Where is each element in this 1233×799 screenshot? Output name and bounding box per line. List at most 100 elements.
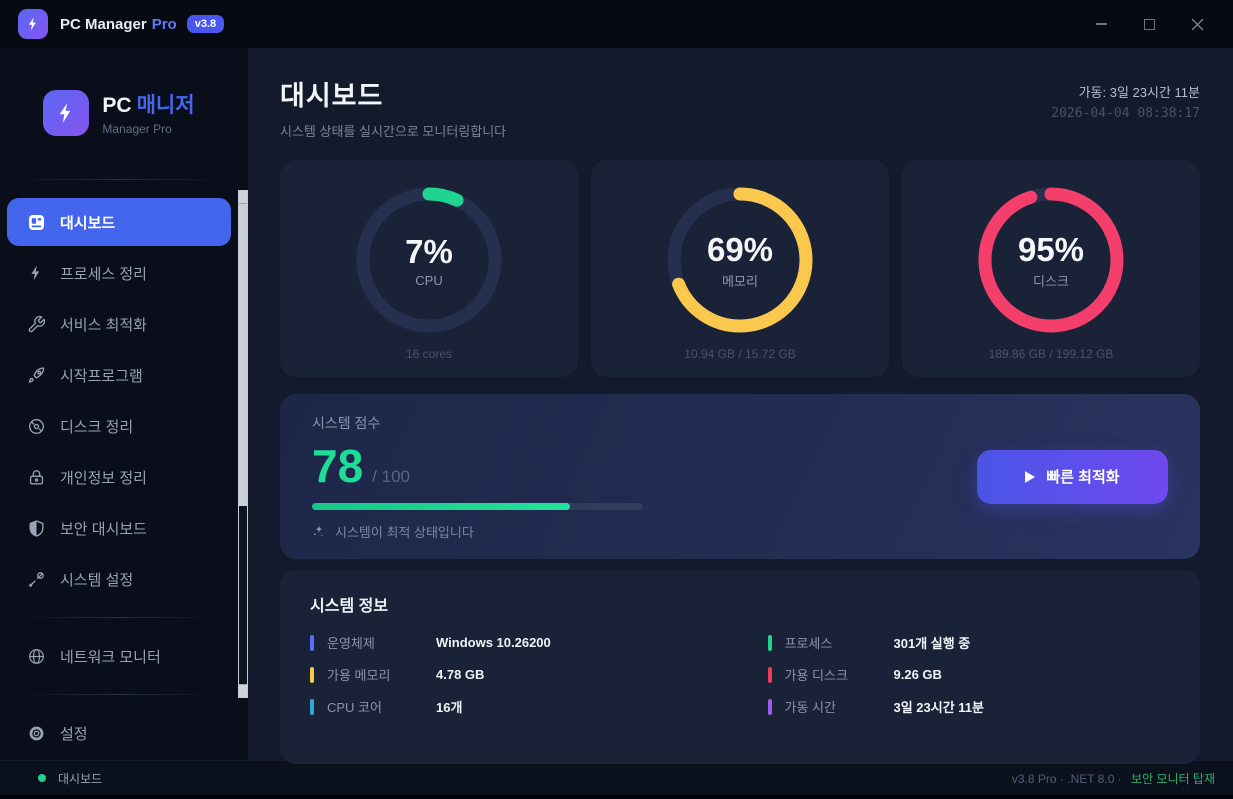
score-number-row: 78 / 100 <box>312 443 643 489</box>
info-row-uptime: 가동 시간 3일 23시간 11분 <box>767 697 1171 716</box>
info-color-bar <box>310 634 314 651</box>
status-version-info: v3.8 Pro · .NET 8.0 · <box>1011 771 1122 786</box>
gauge-card-memory: 69% 메모리 10.94 GB / 15.72 GB <box>591 160 889 377</box>
app-title: PC Manager Pro <box>60 16 177 33</box>
sidebar-item-service-optimize[interactable]: 서비스 최적화 <box>7 300 231 348</box>
sparkle-icon <box>314 525 323 536</box>
maximize-button[interactable] <box>1141 16 1157 32</box>
gauge-card-disk: 95% 디스크 189.86 GB / 199.12 GB <box>902 160 1200 377</box>
minimize-button[interactable] <box>1093 16 1109 32</box>
sidebar-item-security-dashboard[interactable]: 보안 대시보드 <box>7 504 231 552</box>
sidebar: PC 매니저 Manager Pro 대시보드 프로세스 정리 서비스 최적화 시… <box>0 48 238 760</box>
info-value: 9.26 GB <box>893 667 942 682</box>
gauge-disk: 95% 디스크 <box>977 186 1125 334</box>
status-security-note: 보안 모니터 탑재 <box>1131 771 1215 786</box>
gauge-label-disk: 디스크 <box>1033 273 1069 289</box>
gauge-memory: 69% 메모리 <box>666 186 814 334</box>
info-label: 프로세스 <box>784 636 833 651</box>
sidebar-item-label: 보안 대시보드 <box>60 520 147 538</box>
info-color-bar <box>767 666 772 683</box>
info-label: 운영체제 <box>327 636 375 651</box>
info-row-process: 프로세스 301개 실행 중 <box>767 633 1171 652</box>
scrollbar-up-button[interactable] <box>239 191 247 204</box>
info-color-bar <box>310 698 314 715</box>
close-button[interactable] <box>1189 16 1205 32</box>
sidebar-item-label: 설정 <box>60 725 88 743</box>
system-info-grid: 운영체제 Windows 10.26200 가용 메모리 4.78 GB CPU… <box>310 633 1170 716</box>
sidebar-menu: 대시보드 프로세스 정리 서비스 최적화 시작프로그램 디스크 정리 개인정보 … <box>0 194 238 760</box>
gauge-label-memory: 메모리 <box>722 273 758 289</box>
logo-title-main: PC <box>102 94 132 118</box>
play-icon <box>1025 470 1036 483</box>
wrench-icon <box>26 314 46 334</box>
sidebar-logo-text: PC 매니저 Manager Pro <box>102 89 194 136</box>
sidebar-item-label: 대시보드 <box>60 214 116 232</box>
score-label: 시스템 점수 <box>312 414 381 431</box>
shield-icon <box>26 518 46 538</box>
sidebar-item-label: 네트워크 모니터 <box>60 648 161 666</box>
app-title-edition: Pro <box>151 15 177 33</box>
system-info-title: 시스템 정보 <box>310 598 389 615</box>
sidebar-item-label: 프로세스 정리 <box>60 265 147 283</box>
sidebar-item-dashboard[interactable]: 대시보드 <box>7 198 231 246</box>
sidebar-item-network-monitor[interactable]: 네트워크 모니터 <box>7 632 231 680</box>
minimize-icon <box>1095 23 1107 25</box>
main-content: 대시보드 시스템 상태를 실시간으로 모니터링합니다 가동: 3일 23시간 1… <box>248 48 1233 764</box>
sidebar-item-label: 서비스 최적화 <box>60 316 147 334</box>
status-bar: 대시보드 v3.8 Pro · .NET 8.0 · 보안 모니터 탑재 <box>0 760 1233 795</box>
gauge-value-cpu: 7% <box>405 232 453 270</box>
scrollbar-down-button[interactable] <box>239 684 247 697</box>
window-bottom-edge <box>0 795 1233 799</box>
system-score-card: 시스템 점수 78 / 100 시스템이 최적 상태입니다 빠른 <box>280 394 1200 559</box>
gauge-detail-cpu: 16 cores <box>405 347 453 361</box>
sidebar-scrollbar[interactable] <box>238 190 248 698</box>
scrollbar-thumb[interactable] <box>239 204 247 506</box>
version-badge: v3.8 <box>186 15 225 33</box>
info-label: CPU 코어 <box>327 700 382 715</box>
timestamp-text: 2026-04-04 08:38:17 <box>1051 106 1200 121</box>
sidebar-item-privacy-clean[interactable]: 개인정보 정리 <box>7 453 231 501</box>
info-value: 16개 <box>436 700 463 715</box>
info-row-os: 운영체제 Windows 10.26200 <box>310 633 713 652</box>
gauge-ring-memory <box>667 187 813 333</box>
sidebar-divider <box>21 617 217 618</box>
page-header-right: 가동: 3일 23시간 11분 2026-04-04 08:38:17 <box>1051 82 1200 140</box>
sidebar-item-process-clean[interactable]: 프로세스 정리 <box>7 249 231 297</box>
app-logo <box>18 9 48 39</box>
info-label: 가동 시간 <box>784 700 836 715</box>
quick-optimize-button[interactable]: 빠른 최적화 <box>977 449 1168 504</box>
info-color-bar <box>767 698 772 715</box>
score-status-message: 시스템이 최적 상태입니다 <box>335 524 474 540</box>
status-bar-right: v3.8 Pro · .NET 8.0 · 보안 모니터 탑재 <box>1012 770 1215 787</box>
info-label: 가용 메모리 <box>327 668 391 683</box>
sidebar-item-startup-programs[interactable]: 시작프로그램 <box>7 351 231 399</box>
lock-icon <box>26 467 46 487</box>
status-current-page: 대시보드 <box>58 771 103 786</box>
sidebar-item-disk-clean[interactable]: 디스크 정리 <box>7 402 231 450</box>
sidebar-logo-icon-box <box>43 89 90 136</box>
gauge-cpu: 7% CPU <box>355 186 503 334</box>
info-color-bar <box>767 634 772 651</box>
sidebar-item-label: 시작프로그램 <box>60 367 143 385</box>
score-progress-fill <box>312 502 571 510</box>
quick-optimize-label: 빠른 최적화 <box>1046 469 1120 486</box>
sidebar-divider <box>14 179 224 180</box>
sidebar-item-settings[interactable]: 설정 <box>7 709 231 757</box>
gear-icon <box>26 723 46 743</box>
sidebar-item-system-settings[interactable]: 시스템 설정 <box>7 555 231 603</box>
sidebar-item-label: 디스크 정리 <box>60 418 134 436</box>
logo-title-accent: 매니저 <box>136 94 195 118</box>
sidebar-logo: PC 매니저 Manager Pro <box>0 60 238 165</box>
lightning-logo-icon <box>60 102 71 123</box>
score-max: / 100 <box>372 466 410 486</box>
score-left: 시스템 점수 78 / 100 시스템이 최적 상태입니다 <box>312 413 643 541</box>
gauge-center: 69% 메모리 <box>666 186 814 334</box>
page-header: 대시보드 시스템 상태를 실시간으로 모니터링합니다 가동: 3일 23시간 1… <box>280 74 1200 140</box>
info-value: 4.78 GB <box>436 667 485 682</box>
info-row-free-disk: 가용 디스크 9.26 GB <box>767 665 1171 684</box>
rocket-icon <box>26 365 46 385</box>
gauge-card-cpu: 7% CPU 16 cores <box>280 160 578 377</box>
page-subtitle: 시스템 상태를 실시간으로 모니터링합니다 <box>280 124 507 139</box>
score-status: 시스템이 최적 상태입니다 <box>312 522 643 541</box>
